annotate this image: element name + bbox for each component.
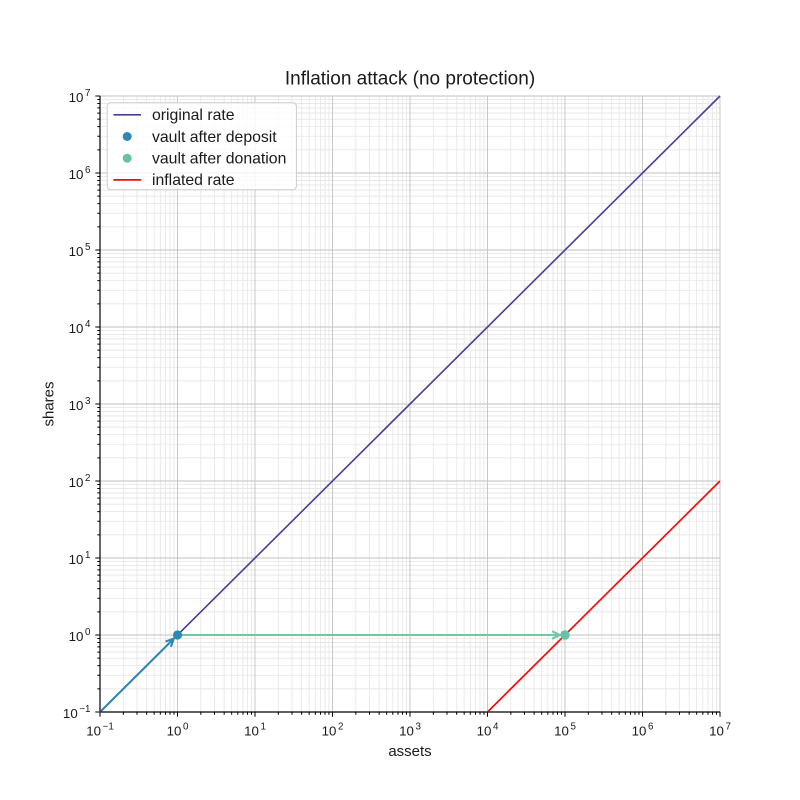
svg-text:assets: assets bbox=[388, 743, 431, 760]
svg-text:inflated rate: inflated rate bbox=[152, 172, 235, 189]
svg-text:shares: shares bbox=[41, 381, 58, 426]
svg-text:Inflation attack (no protectio: Inflation attack (no protection) bbox=[285, 69, 535, 90]
svg-text:vault after donation: vault after donation bbox=[152, 151, 286, 168]
svg-text:vault after deposit: vault after deposit bbox=[152, 129, 277, 146]
svg-text:original rate: original rate bbox=[152, 107, 235, 124]
